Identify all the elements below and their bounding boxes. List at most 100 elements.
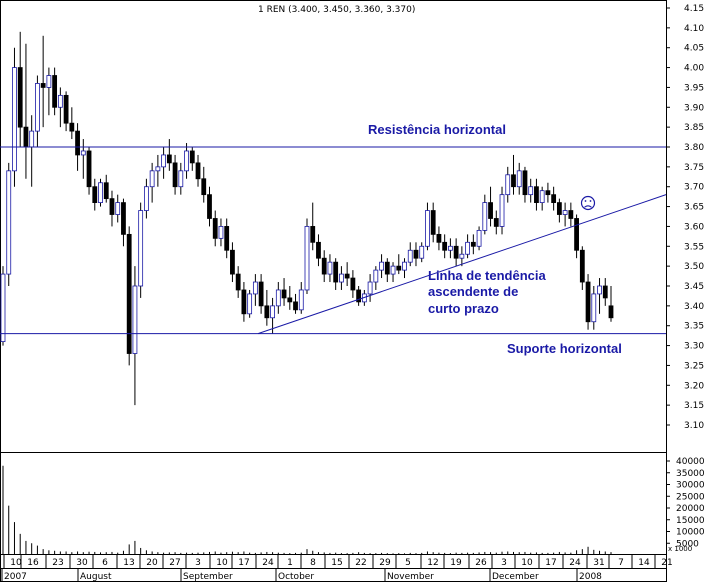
price-tick-label: 3.40 bbox=[684, 302, 704, 312]
candle-body-down bbox=[92, 186, 98, 203]
candle bbox=[212, 210, 218, 247]
candle bbox=[281, 278, 287, 306]
candle bbox=[344, 262, 350, 286]
candle bbox=[80, 139, 86, 179]
candle-body-down bbox=[585, 281, 591, 323]
date-axis: 10 16 23 30 6 13 20 27 3 10 17 24 1 8 15 22 29 5 12 19 26 3 10… bbox=[1, 554, 673, 582]
candle bbox=[350, 270, 356, 298]
candle bbox=[143, 178, 149, 219]
candle-body-down bbox=[511, 174, 516, 188]
candle bbox=[476, 226, 482, 251]
day-tick-label: 10 bbox=[10, 558, 22, 568]
candle-body-up bbox=[132, 285, 138, 354]
candle-body-up bbox=[6, 170, 12, 275]
volume-tick-label: 25000 bbox=[676, 492, 705, 502]
day-tick-label: 1 bbox=[287, 558, 293, 568]
trend-line bbox=[257, 194, 667, 335]
candle-body-up bbox=[247, 293, 253, 315]
candle bbox=[230, 242, 235, 283]
candle-body-up bbox=[407, 249, 413, 263]
candle-body-down bbox=[413, 249, 419, 259]
candle bbox=[436, 226, 442, 251]
candle-body-down bbox=[172, 162, 178, 188]
candle bbox=[57, 87, 63, 128]
candle-body-down bbox=[321, 257, 327, 275]
candle bbox=[6, 162, 12, 286]
candle-body-up bbox=[505, 174, 511, 196]
price-tick-label: 3.90 bbox=[684, 103, 704, 113]
candle bbox=[413, 242, 419, 267]
candle bbox=[384, 258, 390, 283]
candle bbox=[138, 202, 144, 298]
day-tick-label: 21 bbox=[661, 558, 672, 568]
candle-body-down bbox=[17, 67, 23, 128]
volume-unit-label: x 1000 bbox=[668, 545, 692, 553]
candle-body-up bbox=[373, 269, 379, 283]
candle-body-up bbox=[46, 75, 52, 88]
candle bbox=[528, 178, 534, 203]
candle-body-up bbox=[149, 170, 155, 188]
candle bbox=[109, 190, 115, 227]
price-tick-label: 3.50 bbox=[684, 262, 704, 272]
candle-body-up bbox=[516, 170, 522, 188]
day-tick-label: 24 bbox=[569, 558, 581, 568]
candle-body-down bbox=[316, 241, 321, 259]
candle-body-down bbox=[396, 265, 402, 271]
candle-body-up bbox=[35, 83, 40, 132]
candle bbox=[132, 266, 138, 406]
candle bbox=[465, 234, 471, 259]
candle bbox=[499, 186, 505, 235]
candle-body-up bbox=[327, 261, 333, 275]
candle bbox=[63, 91, 69, 132]
candle bbox=[184, 143, 189, 179]
candle bbox=[166, 139, 172, 171]
candle bbox=[264, 289, 270, 326]
candle bbox=[126, 226, 132, 366]
day-tick-label: 27 bbox=[169, 558, 180, 568]
candle-body-down bbox=[356, 289, 362, 303]
price-tick-label: 3.70 bbox=[684, 183, 704, 193]
candle-body-down bbox=[453, 245, 459, 259]
candle-body-down bbox=[493, 218, 499, 227]
candle bbox=[425, 202, 430, 251]
candle-body-up bbox=[270, 305, 275, 319]
candle-body-up bbox=[184, 150, 189, 172]
candle bbox=[470, 234, 476, 255]
candle-body-down bbox=[212, 218, 218, 239]
candle-body-down bbox=[344, 273, 350, 279]
day-tick-label: 30 bbox=[76, 558, 88, 568]
candle-body-down bbox=[310, 226, 316, 243]
candle bbox=[522, 166, 528, 203]
candle-body-up bbox=[155, 166, 161, 172]
day-tick-label: 13 bbox=[123, 558, 134, 568]
candle bbox=[121, 198, 126, 247]
chart-header: 1 REN (3.400, 3.450, 3.360, 3.370) bbox=[258, 5, 415, 15]
candle-body-down bbox=[522, 170, 528, 196]
day-tick-label: 22 bbox=[355, 558, 366, 568]
candle bbox=[287, 286, 293, 310]
candle-body-down bbox=[40, 83, 46, 88]
candle bbox=[316, 234, 321, 267]
candle-body-down bbox=[166, 154, 172, 164]
price-tick-label: 4.05 bbox=[684, 44, 704, 54]
candle-body-down bbox=[52, 75, 58, 108]
candle bbox=[321, 250, 327, 283]
candle-body-down bbox=[574, 218, 579, 251]
day-tick-label: 6 bbox=[102, 558, 108, 568]
price-tick-label: 3.30 bbox=[684, 342, 704, 352]
trend-annotation-line-1: Linha de tendência bbox=[428, 268, 547, 283]
candles bbox=[0, 31, 614, 406]
candle bbox=[247, 289, 253, 318]
candle bbox=[373, 266, 379, 290]
volume-tick-label: 20000 bbox=[676, 504, 705, 514]
candle-body-down bbox=[195, 162, 201, 180]
day-tick-label: 16 bbox=[27, 558, 39, 568]
candle-body-down bbox=[23, 126, 29, 148]
candle-body-down bbox=[109, 198, 115, 215]
candle bbox=[327, 254, 333, 283]
candle-body-down bbox=[608, 305, 614, 319]
candle bbox=[195, 154, 201, 187]
volume-bars bbox=[2, 465, 612, 555]
candle bbox=[310, 202, 316, 251]
